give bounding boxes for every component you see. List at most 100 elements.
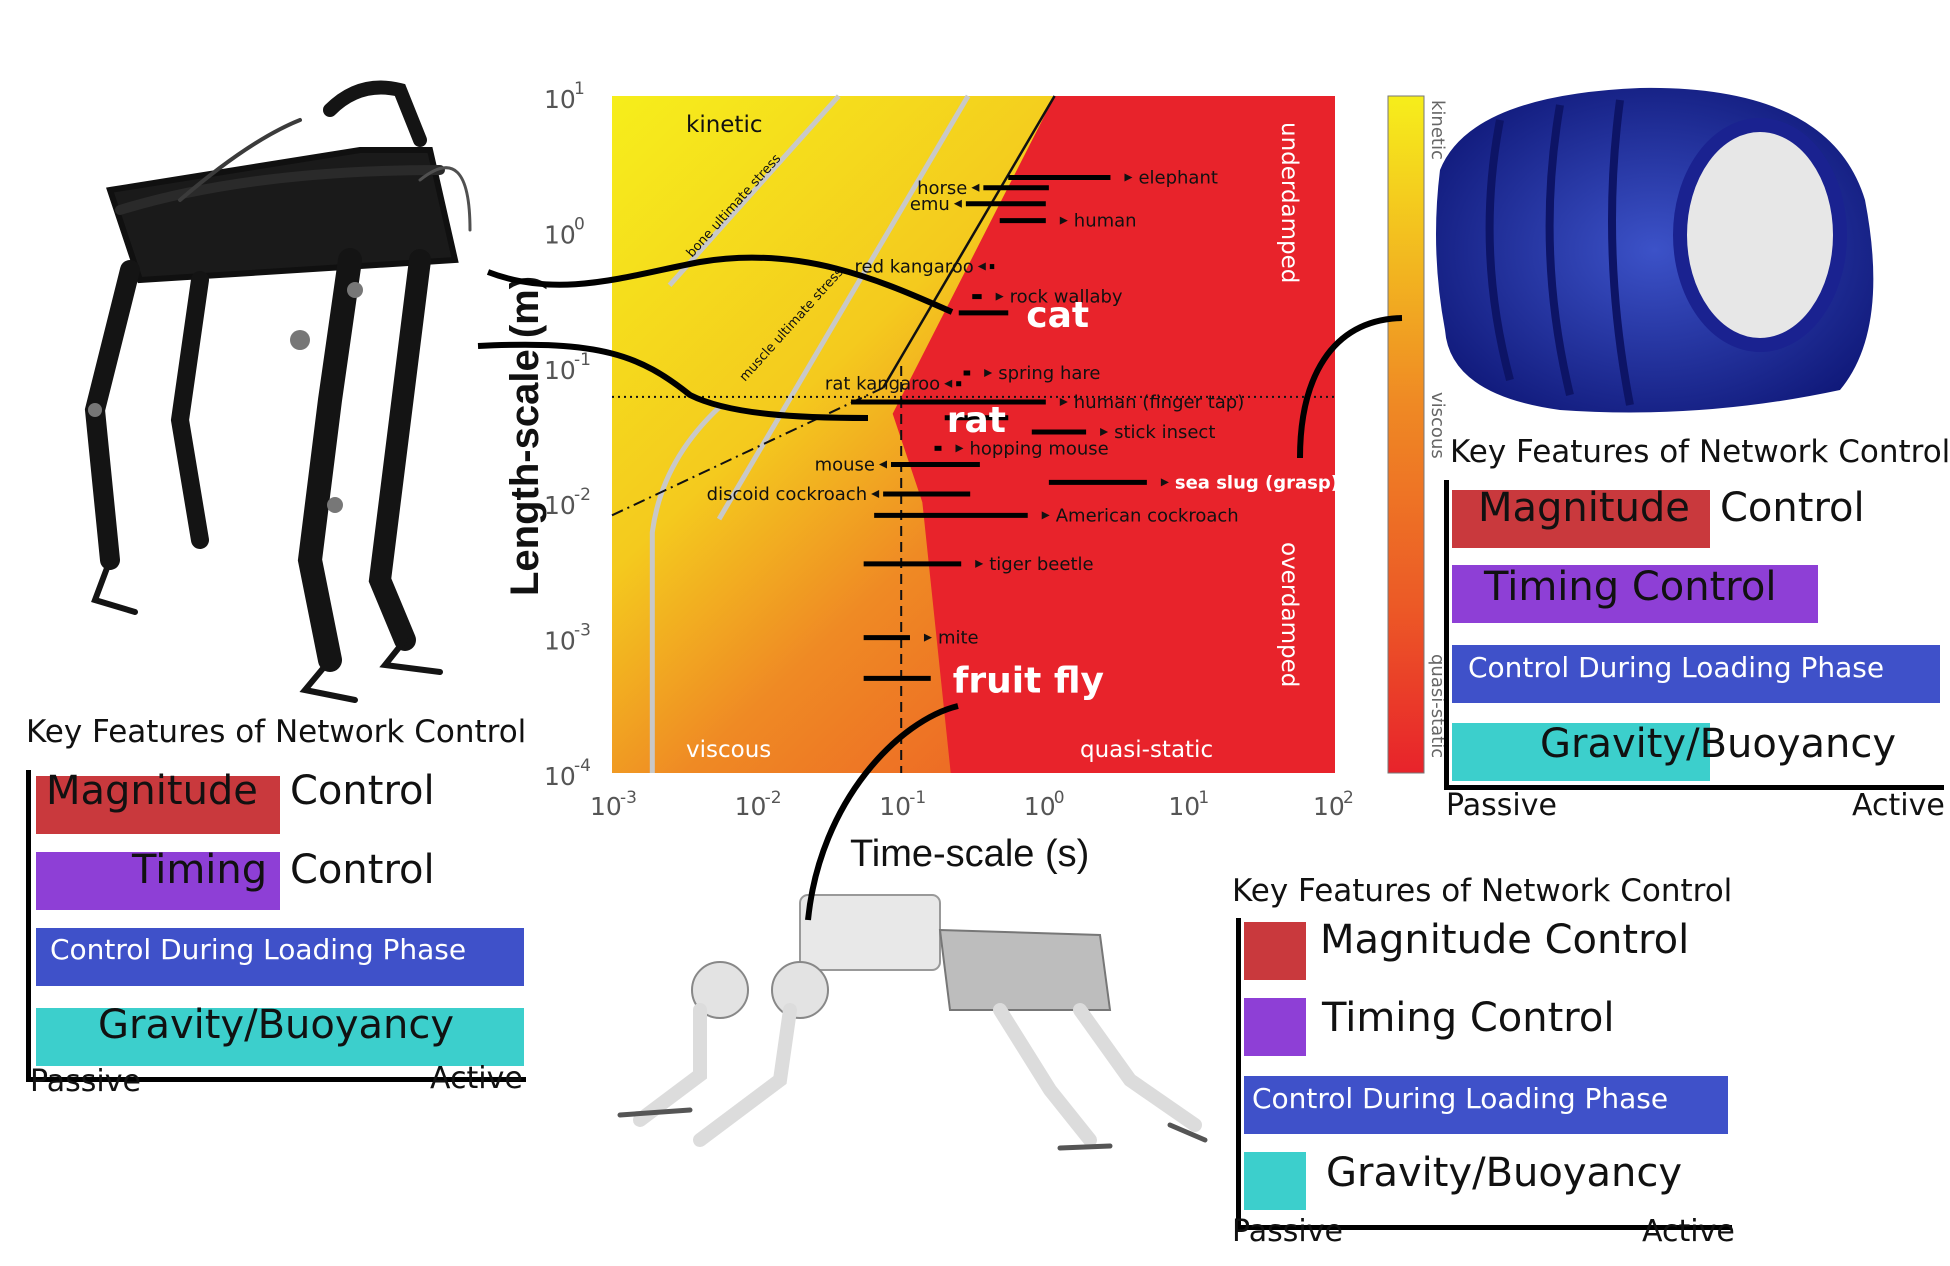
x-tick-exponent: 2 — [1343, 788, 1354, 808]
axis-end-passive: Passive — [1232, 1214, 1343, 1249]
key-feature-label-suffix: Control — [290, 847, 435, 893]
key-panel-axis-vertical — [1236, 918, 1241, 1230]
pointer-arrow-icon — [944, 379, 953, 388]
key-feature-bar — [36, 776, 280, 834]
pointer-arrow-icon — [995, 292, 1004, 301]
key-feature-label: Control During Loading Phase — [1252, 1082, 1669, 1115]
animal-label: emu — [910, 194, 950, 215]
key-feature-label-suffix: Control — [1720, 485, 1865, 531]
y-tick-label: 10 — [544, 491, 576, 520]
colorbar-label-viscous: viscous — [1427, 392, 1448, 459]
pointer-arrow-icon — [975, 559, 984, 568]
axis-end-active: Active — [430, 1061, 523, 1096]
key-feature-bar — [1452, 723, 1710, 781]
x-tick-label: 10 — [1168, 792, 1200, 821]
pointer-arrow-icon — [953, 199, 962, 208]
key-panel-title: Key Features of Network Control — [1232, 873, 1733, 909]
key-feature-label-suffix: Control — [290, 768, 435, 814]
animal-label: mouse — [815, 454, 875, 475]
y-tick-label: 10 — [544, 356, 576, 385]
animal-label: sea slug (grasp) — [1175, 472, 1339, 493]
colorbar-rect — [1387, 95, 1425, 774]
axis-end-passive: Passive — [1446, 788, 1557, 823]
key-feature-bar — [1244, 1152, 1306, 1210]
pointer-arrow-icon — [1041, 511, 1050, 520]
axis-end-active: Active — [1642, 1214, 1735, 1249]
animal-label: tiger beetle — [989, 554, 1093, 575]
key-feature-label: Timing Control — [1484, 564, 1777, 610]
key-panel-title: Key Features of Network Control — [1450, 434, 1950, 470]
key-feature-label: Control During Loading Phase — [1468, 651, 1885, 684]
key-feature-bar — [1244, 998, 1306, 1056]
y-tick-exponent: 0 — [574, 214, 585, 234]
key-feature-label: Gravity/Buoyancy — [1540, 721, 1897, 767]
pointer-arrow-icon — [1059, 216, 1068, 225]
key-feature-label: Magnitude — [1478, 485, 1690, 531]
key-feature-label: Timing Control — [1322, 995, 1615, 1041]
x-tick-exponent: -1 — [909, 788, 926, 808]
colorbar-label-kinetic: kinetic — [1427, 100, 1448, 160]
y-tick-label: 10 — [544, 85, 576, 114]
connector-lines — [477, 254, 1403, 921]
x-tick-exponent: 0 — [1054, 788, 1065, 808]
x-axis-ticks: 10-3 10-2 10-1 100 101 102 — [590, 788, 1354, 821]
pointer-arrow-icon — [1124, 173, 1133, 182]
y-axis-label: Length-scale (m) — [503, 276, 547, 596]
region-label-kinetic: kinetic — [686, 112, 763, 138]
axis-end-passive: Passive — [30, 1064, 141, 1099]
key-feature-bar — [36, 928, 524, 986]
key-feature-bar — [1244, 1076, 1728, 1134]
pointer-arrow-icon — [977, 262, 986, 271]
animal-label: rock wallaby — [1010, 287, 1123, 308]
colorbar: kinetic viscous quasi-static — [1387, 95, 1448, 774]
x-tick-label: 10 — [735, 792, 767, 821]
region-label-underdamped: underdamped — [1276, 122, 1302, 283]
pointer-arrow-icon — [955, 444, 964, 453]
animal-label: rat — [947, 400, 1006, 441]
animal-label: fruit fly — [953, 660, 1104, 701]
region-label-quasi-static: quasi-static — [1080, 737, 1213, 763]
y-tick-label: 10 — [544, 762, 576, 791]
key-feature-label: Magnitude Control — [1320, 917, 1690, 963]
key-feature-label: Control During Loading Phase — [50, 933, 467, 966]
pointer-arrow-icon — [971, 183, 980, 192]
key-panel-axis-horizontal — [1236, 1225, 1732, 1230]
animal-label: human (finger tap) — [1074, 392, 1244, 413]
animal-label: rat kangaroo — [825, 374, 940, 395]
animal-label: human — [1074, 211, 1137, 232]
x-tick-label: 10 — [1024, 792, 1056, 821]
key-feature-label: Gravity/Buoyancy — [1326, 1150, 1683, 1196]
quasi-static-region — [892, 96, 1335, 773]
pointer-arrow-icon — [1100, 427, 1109, 436]
region-label-viscous: viscous — [686, 737, 771, 763]
key-feature-label: Timing — [132, 847, 268, 893]
animal-label: horse — [917, 178, 967, 199]
region-label-overdamped: overdamped — [1276, 542, 1302, 687]
x-tick-label: 10 — [1313, 792, 1345, 821]
bone-stress-line — [667, 94, 841, 287]
colorbar-label-quasi-static: quasi-static — [1427, 654, 1448, 758]
animal-label: stick insect — [1114, 422, 1215, 443]
y-tick-label: 10 — [544, 220, 576, 249]
muscle-stress-line — [716, 94, 971, 521]
y-tick-exponent: -3 — [574, 621, 591, 641]
soft-robot-blue-icon — [1436, 87, 1874, 413]
chart: kinetic viscous quasi-static underdamped… — [503, 79, 1354, 875]
key-feature-bar — [1452, 645, 1940, 703]
x-tick-label: 10 — [590, 792, 622, 821]
y-tick-exponent: -4 — [574, 756, 591, 776]
animal-label: mite — [938, 628, 979, 649]
viscous-boundary-line — [649, 405, 721, 773]
key-panel-axis-horizontal — [1444, 785, 1944, 790]
legged-robot-white-icon — [617, 894, 1208, 1151]
y-tick-exponent: -1 — [574, 350, 591, 370]
animal-label: American cockroach — [1056, 505, 1239, 526]
key-panel-title: Key Features of Network Control — [26, 714, 527, 750]
y-tick-exponent: 1 — [574, 79, 585, 99]
pointer-arrow-icon — [871, 489, 880, 498]
pointer-arrow-icon — [923, 633, 932, 642]
dash-dot-line — [611, 386, 884, 517]
